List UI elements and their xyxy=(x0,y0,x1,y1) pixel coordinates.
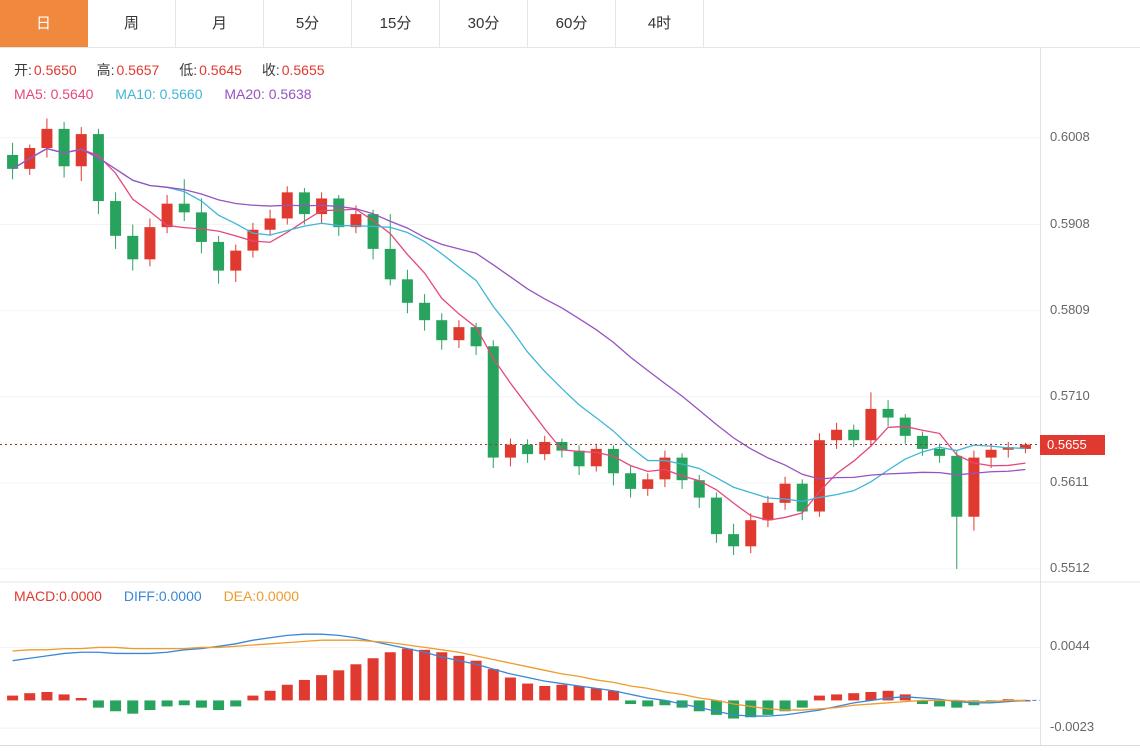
macd-field: MACD:0.0000 xyxy=(14,588,102,604)
diff-field: DIFF:0.0000 xyxy=(124,588,202,604)
tab-4hour[interactable]: 4时 xyxy=(616,0,704,47)
low-field: 低: 0.5645 xyxy=(179,62,242,78)
dea-field: DEA:0.0000 xyxy=(224,588,300,604)
close-field: 收: 0.5655 xyxy=(262,62,325,78)
ma10-value: 0.5660 xyxy=(159,86,203,102)
ohlc-legend: 开: 0.5650 高: 0.5657 低: 0.5645 收: 0.5655 xyxy=(14,60,341,80)
high-value: 0.5657 xyxy=(116,62,160,78)
close-label: 收: xyxy=(261,62,280,78)
macd-label: MACD: xyxy=(14,588,60,604)
tab-60min[interactable]: 60分 xyxy=(528,0,616,47)
y-axis-label: 0.5611 xyxy=(1050,473,1089,489)
ma20-value: 0.5638 xyxy=(268,86,312,102)
y-axis-label: 0.5710 xyxy=(1050,387,1090,403)
timeframe-tabbar: 日 周 月 5分 15分 30分 60分 4时 xyxy=(0,0,1140,48)
ma5-field: MA5: 0.5640 xyxy=(14,86,93,102)
ma5-value: 0.5640 xyxy=(50,86,94,102)
ma20-field: MA20: 0.5638 xyxy=(224,86,311,102)
y-axis-label: 0.5809 xyxy=(1050,301,1090,317)
open-label: 开: xyxy=(14,62,32,78)
dea-label: DEA: xyxy=(223,588,257,604)
open-value: 0.5650 xyxy=(33,62,77,78)
tab-30min[interactable]: 30分 xyxy=(440,0,528,47)
close-value: 0.5655 xyxy=(281,62,325,78)
tab-month[interactable]: 月 xyxy=(176,0,264,47)
ma10-label: MA10: xyxy=(115,86,156,102)
macd-legend: MACD:0.0000 DIFF:0.0000 DEA:0.0000 xyxy=(14,588,317,604)
ma20-label: MA20: xyxy=(224,86,265,102)
diff-value: 0.0000 xyxy=(158,588,202,604)
y-axis-label: 0.5512 xyxy=(1050,559,1090,575)
high-field: 高: 0.5657 xyxy=(97,62,160,78)
diff-label: DIFF: xyxy=(123,588,159,604)
ma10-field: MA10: 0.5660 xyxy=(115,86,202,102)
dea-value: 0.0000 xyxy=(256,588,300,604)
tab-day[interactable]: 日 xyxy=(0,0,88,47)
y-axis-label: 0.6008 xyxy=(1050,128,1090,144)
macd-value: 0.0000 xyxy=(59,588,102,604)
tab-5min[interactable]: 5分 xyxy=(264,0,352,47)
ma-legend: MA5: 0.5640 MA10: 0.5660 MA20: 0.5638 xyxy=(14,86,330,102)
open-field: 开: 0.5650 xyxy=(14,62,77,78)
tab-15min[interactable]: 15分 xyxy=(352,0,440,47)
y-axis-label: -0.0023 xyxy=(1050,719,1095,735)
current-price-tag: 0.5655 xyxy=(1040,434,1105,455)
low-value: 0.5645 xyxy=(199,62,242,78)
y-axis-label: 0.5908 xyxy=(1050,215,1090,231)
low-label: 低: xyxy=(179,62,198,78)
tab-week[interactable]: 周 xyxy=(88,0,176,47)
ma5-label: MA5: xyxy=(14,86,47,102)
high-label: 高: xyxy=(96,62,115,78)
y-axis-label: 0.0044 xyxy=(1050,638,1090,654)
